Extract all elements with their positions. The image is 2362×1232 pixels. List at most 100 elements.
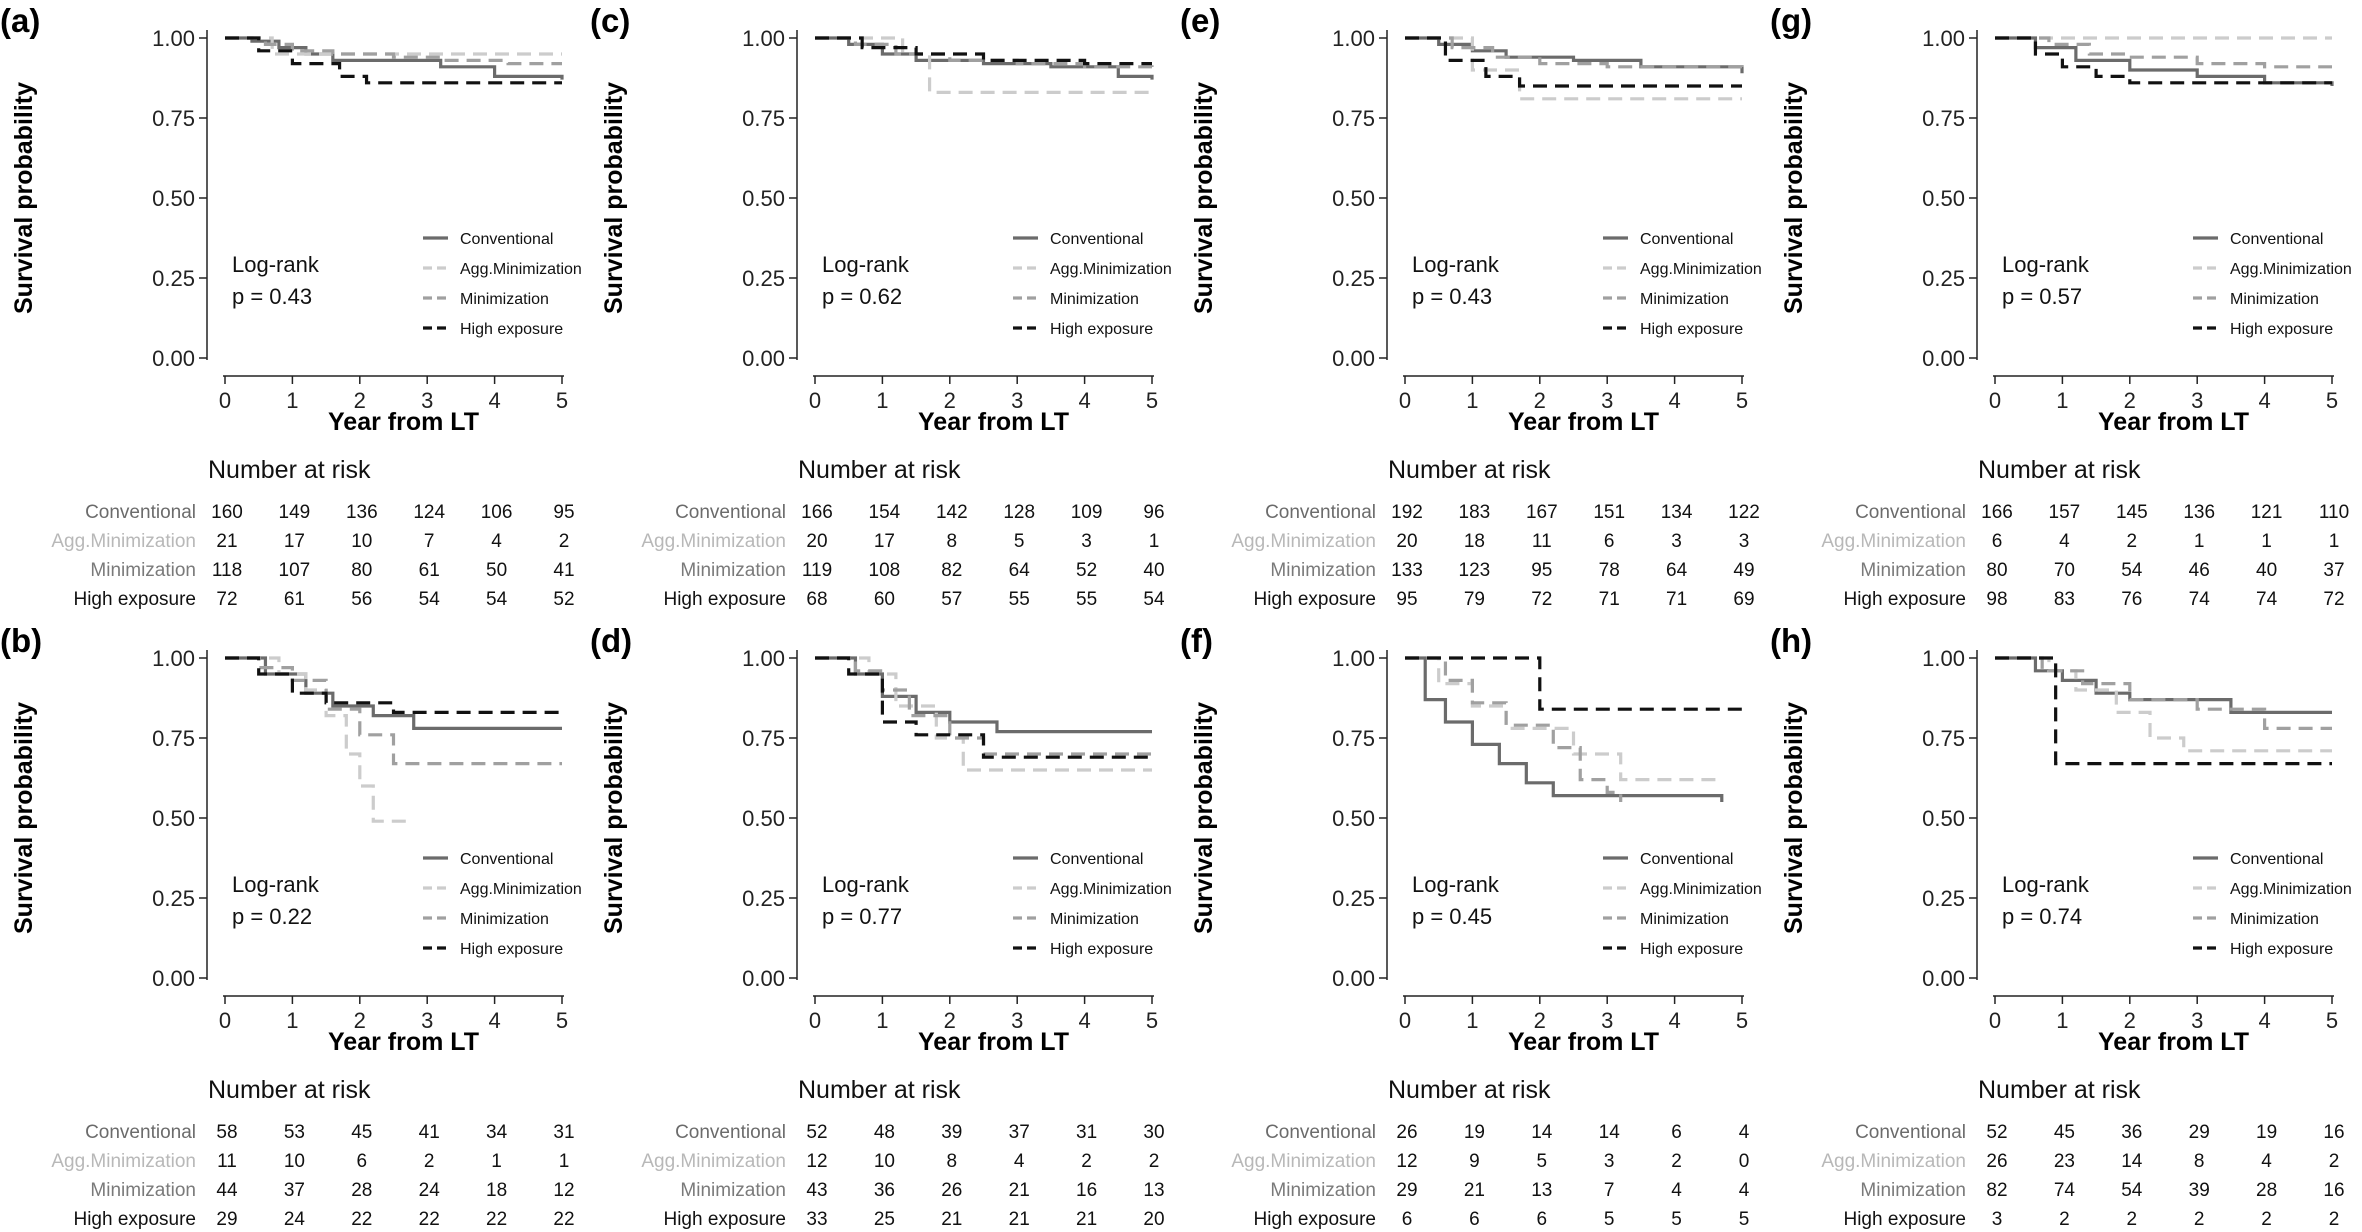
- risk-value: 118: [212, 560, 242, 581]
- panel-label: (b): [0, 622, 42, 659]
- risk-value: 7: [424, 531, 435, 552]
- risk-value: 25: [874, 1209, 895, 1230]
- risk-value: 21: [1464, 1180, 1485, 1201]
- risk-row-name: Conventional: [85, 502, 196, 523]
- km-curve-minimization: [225, 36, 562, 66]
- y-tick-label: 1.00: [742, 26, 785, 51]
- x-tick-label: 1: [1466, 388, 1478, 413]
- km-curve-agg-minimization: [225, 656, 407, 823]
- risk-value: 41: [553, 560, 574, 581]
- risk-value: 26: [1396, 1122, 1417, 1143]
- y-tick-label: 0.25: [742, 266, 785, 291]
- x-tick-label: 5: [1736, 388, 1748, 413]
- risk-value: 4: [1671, 1180, 1682, 1201]
- risk-value: 7: [1604, 1180, 1615, 1201]
- y-tick-label: 0.00: [152, 966, 195, 991]
- x-tick-label: 4: [2258, 1008, 2270, 1033]
- risk-value: 31: [553, 1122, 574, 1143]
- risk-value: 29: [1396, 1180, 1417, 1201]
- risk-value: 1: [491, 1151, 502, 1172]
- risk-value: 95: [1396, 589, 1417, 610]
- risk-row-name: Conventional: [85, 1122, 196, 1143]
- risk-value: 10: [284, 1151, 305, 1172]
- y-tick-label: 0.25: [742, 886, 785, 911]
- km-curve-agg-minimization: [815, 656, 1152, 772]
- risk-row-name: Conventional: [1855, 502, 1966, 523]
- risk-value: 3: [1992, 1209, 2003, 1230]
- risk-value: 21: [941, 1209, 962, 1230]
- x-tick-label: 1: [286, 1008, 298, 1033]
- y-axis-label: Survival probability: [10, 82, 38, 314]
- risk-table-title: Number at risk: [798, 456, 961, 484]
- risk-value: 21: [1076, 1209, 1097, 1230]
- risk-value: 50: [486, 560, 507, 581]
- risk-value: 52: [806, 1122, 827, 1143]
- risk-value: 78: [1599, 560, 1620, 581]
- risk-value: 23: [2054, 1151, 2075, 1172]
- risk-value: 109: [1071, 502, 1103, 523]
- legend-label: High exposure: [1050, 941, 1153, 958]
- x-tick-label: 3: [1011, 1008, 1023, 1033]
- risk-value: 10: [874, 1151, 895, 1172]
- legend-label: Agg.Minimization: [1050, 881, 1172, 898]
- y-tick-label: 0.50: [1922, 806, 1965, 831]
- km-curve-agg-minimization: [1995, 656, 2332, 753]
- risk-value: 69: [1733, 589, 1754, 610]
- logrank-p-value: p = 0.43: [232, 284, 312, 309]
- y-tick-label: 0.25: [152, 886, 195, 911]
- y-tick-label: 1.00: [1922, 26, 1965, 51]
- km-curve-agg-minimization: [1405, 656, 1722, 782]
- risk-value: 10: [351, 531, 372, 552]
- risk-value: 61: [419, 560, 440, 581]
- legend-label: High exposure: [2230, 321, 2333, 338]
- logrank-p-value: p = 0.74: [2002, 904, 2082, 929]
- x-tick-label: 2: [2124, 388, 2136, 413]
- legend-label: Agg.Minimization: [1050, 261, 1172, 278]
- risk-value: 123: [1459, 560, 1491, 581]
- risk-value: 160: [211, 502, 243, 523]
- risk-value: 3: [1671, 531, 1682, 552]
- risk-row-name: Conventional: [675, 1122, 786, 1143]
- y-tick-label: 0.00: [742, 966, 785, 991]
- risk-row-name: High exposure: [73, 589, 196, 610]
- risk-value: 134: [1661, 502, 1693, 523]
- risk-row-name: High exposure: [1253, 1209, 1376, 1230]
- risk-value: 5: [1014, 531, 1025, 552]
- risk-value: 11: [1532, 531, 1552, 552]
- y-axis-label: Survival probability: [1780, 82, 1808, 314]
- risk-table-title: Number at risk: [798, 1076, 961, 1104]
- x-tick-label: 5: [556, 388, 568, 413]
- legend-label: Agg.Minimization: [2230, 261, 2352, 278]
- risk-value: 37: [2323, 560, 2344, 581]
- risk-value: 56: [351, 589, 372, 610]
- km-curve-conventional: [815, 656, 1152, 734]
- y-tick-label: 0.00: [1332, 966, 1375, 991]
- risk-value: 64: [1666, 560, 1688, 581]
- km-curve-high-exposure: [1405, 656, 1742, 711]
- x-tick-label: 0: [809, 1008, 821, 1033]
- risk-value: 95: [553, 502, 574, 523]
- risk-value: 54: [486, 589, 508, 610]
- risk-value: 4: [1739, 1180, 1750, 1201]
- y-tick-label: 0.50: [742, 806, 785, 831]
- risk-value: 54: [2121, 1180, 2143, 1201]
- risk-value: 13: [1531, 1180, 1552, 1201]
- risk-value: 2: [559, 531, 570, 552]
- legend-label: Conventional: [460, 851, 553, 868]
- risk-value: 46: [2189, 560, 2210, 581]
- km-panel: (b) Survival probability 0.00 0.25 0.50 0.75 1…: [0, 622, 582, 1230]
- km-curve-conventional: [1995, 656, 2332, 714]
- y-tick-label: 0.25: [1922, 266, 1965, 291]
- risk-value: 6: [1671, 1122, 1682, 1143]
- risk-row-name: High exposure: [1843, 589, 1966, 610]
- x-axis-label: Year from LT: [2098, 1028, 2249, 1056]
- risk-table-title: Number at risk: [208, 1076, 371, 1104]
- risk-value: 6: [357, 1151, 368, 1172]
- km-curve-minimization: [1405, 656, 1623, 802]
- panel-label: (g): [1770, 2, 1812, 39]
- risk-value: 53: [284, 1122, 305, 1143]
- y-tick-label: 1.00: [1332, 26, 1375, 51]
- logrank-label: Log-rank: [822, 252, 910, 277]
- y-tick-label: 0.75: [1922, 726, 1965, 751]
- x-tick-label: 4: [2258, 388, 2270, 413]
